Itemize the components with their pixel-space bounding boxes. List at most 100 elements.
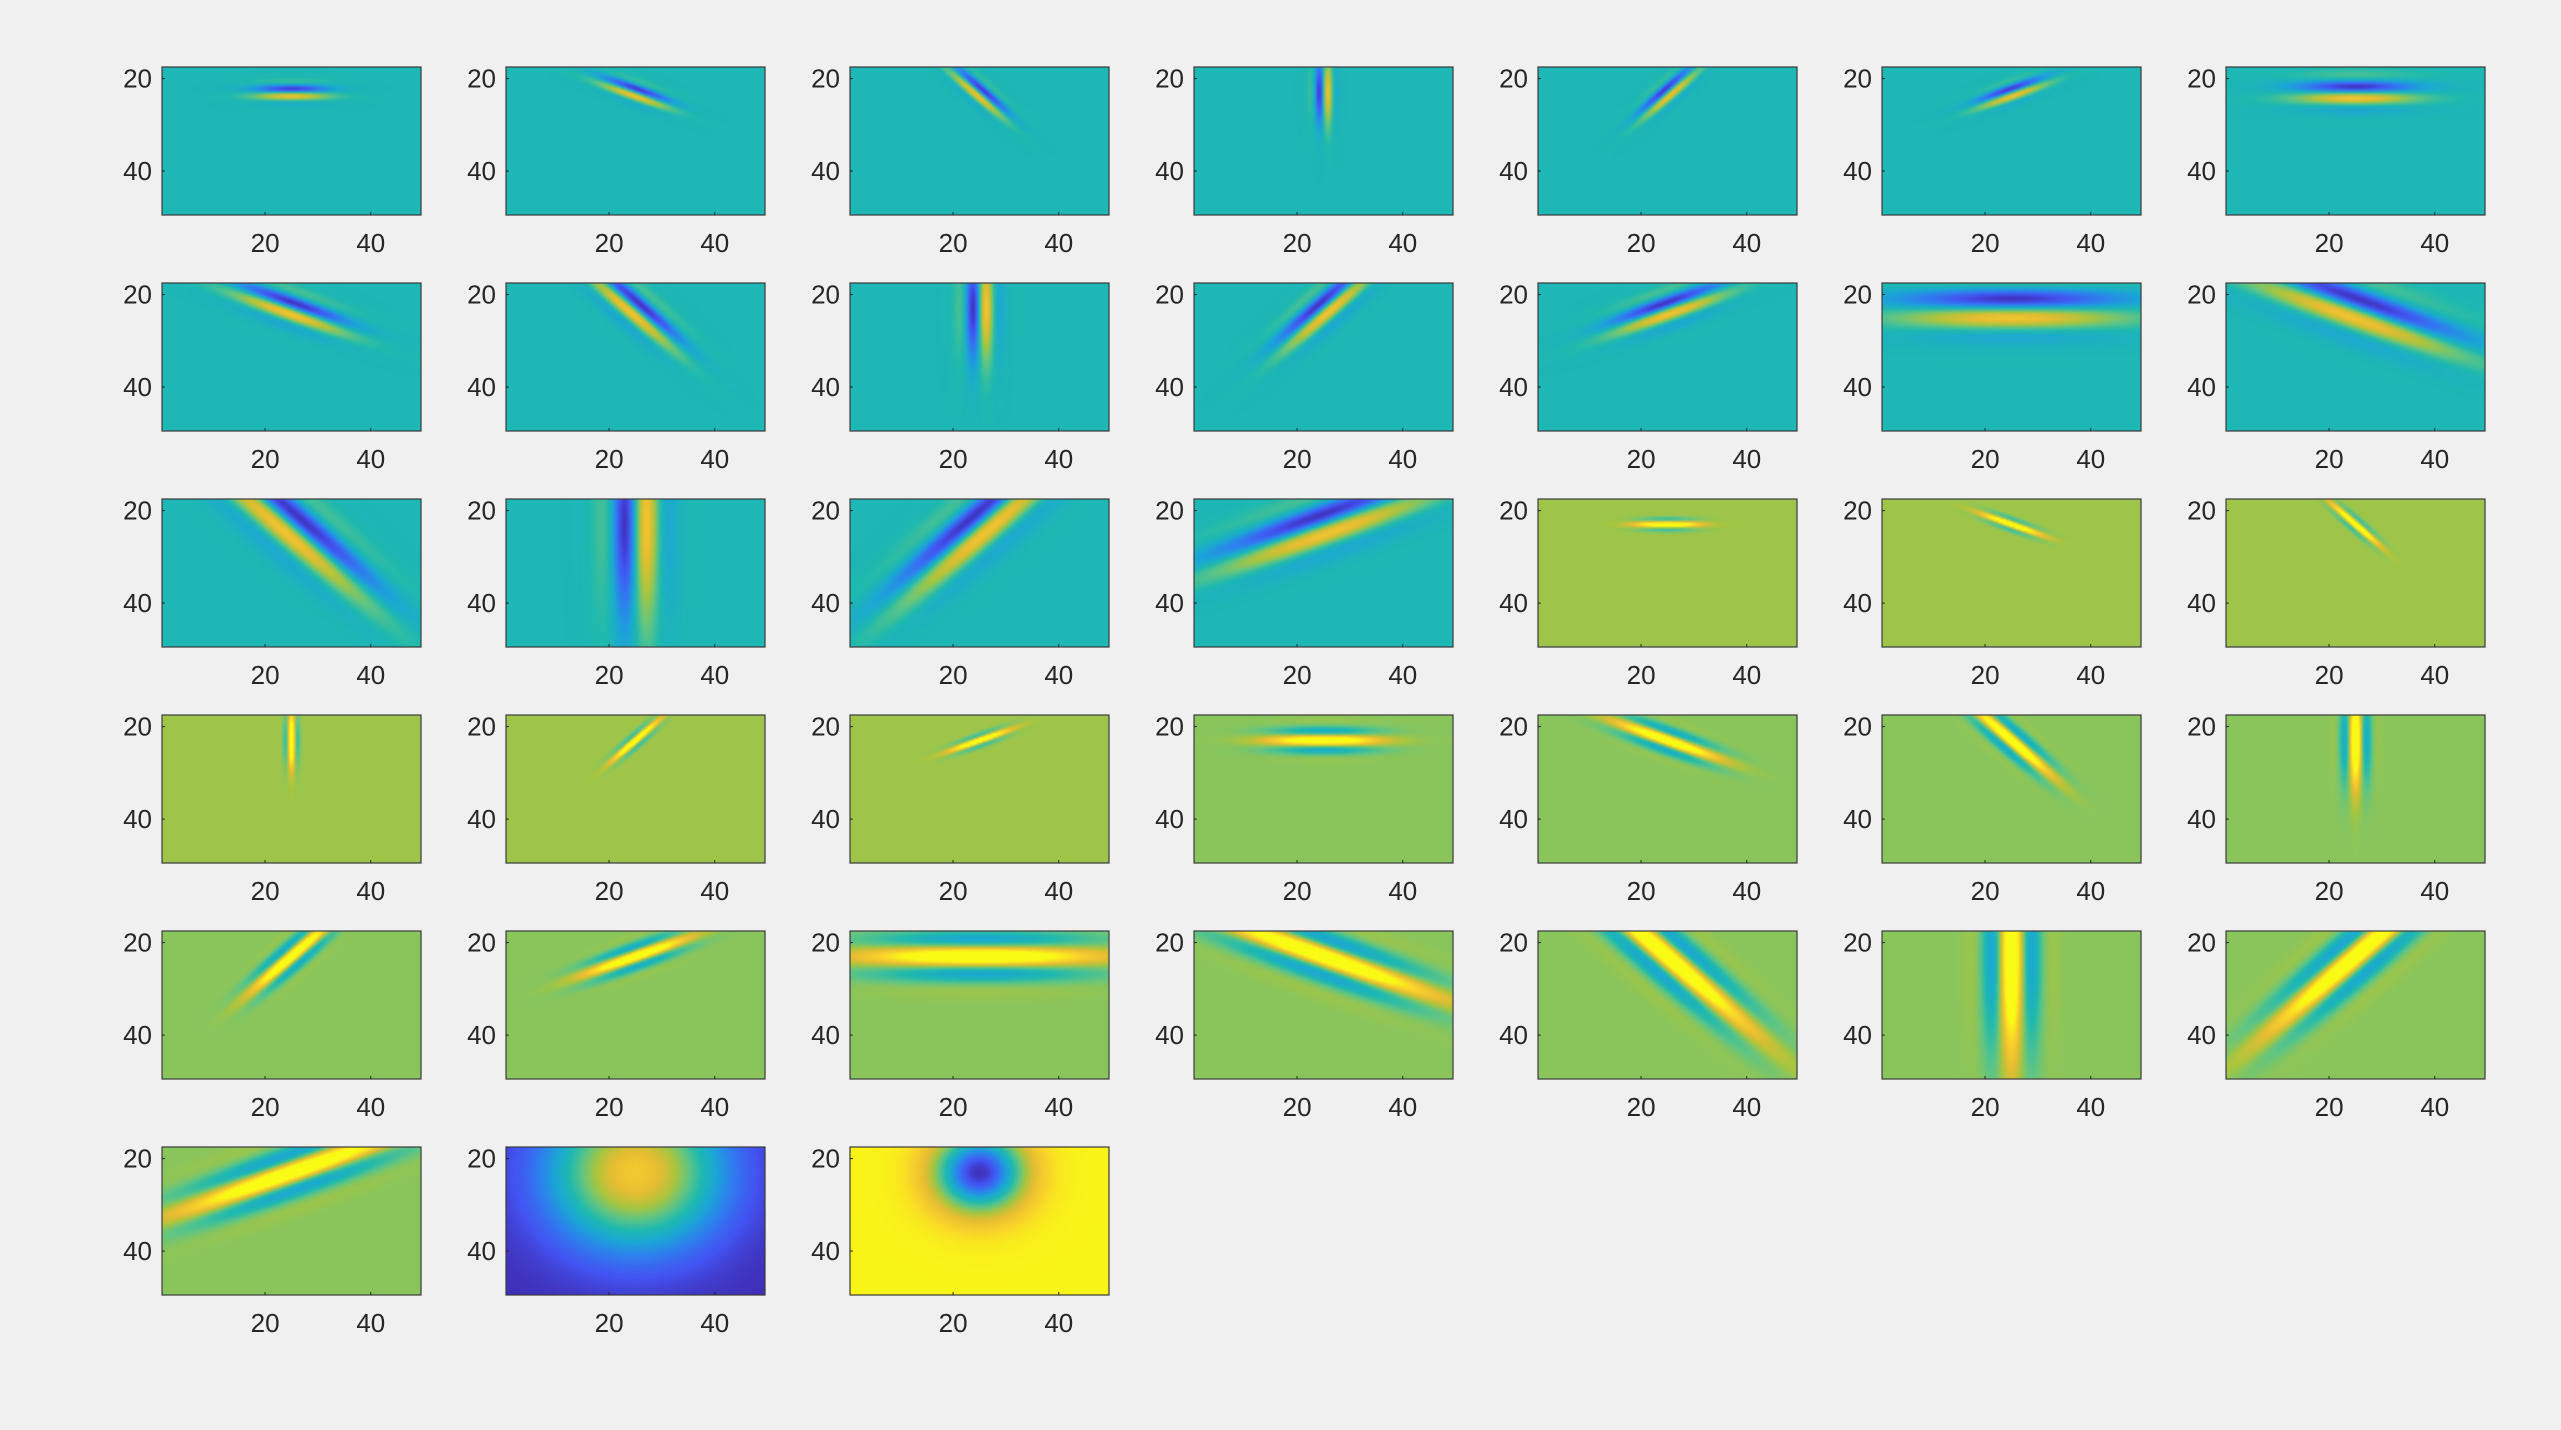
y-tick-label: 40 [811, 804, 840, 834]
heatmap-image [1194, 283, 1453, 431]
x-tick-label: 20 [1627, 228, 1656, 258]
x-tick-label: 40 [356, 1308, 385, 1338]
x-tick-label: 40 [1732, 660, 1761, 690]
x-tick-label: 20 [251, 1092, 280, 1122]
x-tick-label: 20 [939, 660, 968, 690]
y-tick-label: 20 [1499, 712, 1528, 742]
heatmap-image [1194, 931, 1453, 1079]
x-tick-label: 20 [251, 876, 280, 906]
axes-border [2225, 282, 2486, 432]
axes-border [1881, 930, 2142, 1080]
x-tick-label: 20 [1627, 444, 1656, 474]
x-tick-label: 20 [1971, 876, 2000, 906]
x-tick-label: 40 [1388, 228, 1417, 258]
subplot-14: 20 40 20 40 [2187, 280, 2486, 474]
y-tick-label: 40 [2187, 372, 2216, 402]
x-tick-label: 20 [2315, 876, 2344, 906]
y-tick-label: 20 [1843, 928, 1872, 958]
y-tick-label: 40 [811, 588, 840, 618]
x-tick-label: 40 [1732, 1092, 1761, 1122]
x-tick-label: 20 [939, 876, 968, 906]
axes-border [1881, 498, 2142, 648]
x-tick-label: 40 [700, 1092, 729, 1122]
y-tick-label: 40 [1155, 1020, 1184, 1050]
y-tick-label: 40 [811, 372, 840, 402]
x-tick-label: 20 [1283, 444, 1312, 474]
x-tick-label: 40 [1732, 876, 1761, 906]
heatmap-image [2226, 499, 2485, 647]
subplot-18: 20 40 20 40 [1155, 496, 1454, 690]
x-tick-label: 40 [1044, 228, 1073, 258]
subplot-10: 20 40 20 40 [811, 280, 1110, 474]
y-tick-label: 40 [1155, 588, 1184, 618]
axes-border [1193, 930, 1454, 1080]
y-tick-label: 40 [1843, 1020, 1872, 1050]
heatmap-image [1194, 67, 1453, 215]
y-tick-label: 20 [1843, 712, 1872, 742]
subplot-15: 20 40 20 40 [123, 496, 422, 690]
heatmap-image [162, 499, 421, 647]
x-tick-label: 20 [595, 1308, 624, 1338]
axes-border [1193, 66, 1454, 216]
subplot-9: 20 40 20 40 [467, 280, 766, 474]
heatmap-image [1538, 283, 1797, 431]
x-tick-label: 20 [595, 444, 624, 474]
y-tick-label: 20 [467, 712, 496, 742]
y-tick-label: 40 [811, 1020, 840, 1050]
subplot-26: 20 40 20 40 [1499, 712, 1798, 906]
y-tick-label: 40 [1499, 1020, 1528, 1050]
x-tick-label: 40 [356, 228, 385, 258]
y-tick-label: 40 [811, 1236, 840, 1266]
x-tick-label: 40 [356, 660, 385, 690]
x-tick-label: 40 [2076, 876, 2105, 906]
subplot-30: 20 40 20 40 [467, 928, 766, 1122]
heatmap-image [162, 67, 421, 215]
subplot-4: 20 40 20 40 [1155, 64, 1454, 258]
subplot-36: 20 40 20 40 [123, 1144, 422, 1338]
y-tick-label: 40 [123, 156, 152, 186]
heatmap-image [1882, 715, 2141, 863]
x-tick-label: 20 [595, 876, 624, 906]
x-tick-label: 20 [595, 1092, 624, 1122]
subplot-35: 20 40 20 40 [2187, 928, 2486, 1122]
heatmap-image [1882, 499, 2141, 647]
subplot-12: 20 40 20 40 [1499, 280, 1798, 474]
subplot-21: 20 40 20 40 [2187, 496, 2486, 690]
heatmap-image [1194, 499, 1453, 647]
y-tick-label: 40 [123, 1020, 152, 1050]
y-tick-label: 40 [1499, 804, 1528, 834]
axes-border [849, 714, 1110, 864]
x-tick-label: 40 [1732, 444, 1761, 474]
axes-border [1881, 282, 2142, 432]
axes-border [1193, 714, 1454, 864]
y-tick-label: 20 [1843, 280, 1872, 310]
x-tick-label: 20 [1971, 444, 2000, 474]
x-tick-label: 40 [1044, 444, 1073, 474]
y-tick-label: 40 [1499, 156, 1528, 186]
subplot-17: 20 40 20 40 [811, 496, 1110, 690]
heatmap-image [162, 715, 421, 863]
y-tick-label: 20 [1499, 64, 1528, 94]
x-tick-label: 40 [1388, 660, 1417, 690]
x-tick-label: 40 [1732, 228, 1761, 258]
x-tick-label: 40 [700, 660, 729, 690]
axes-border [849, 282, 1110, 432]
heatmap-image [1538, 931, 1797, 1079]
y-tick-label: 40 [1843, 372, 1872, 402]
x-tick-label: 20 [1971, 228, 2000, 258]
heatmap-image [506, 499, 765, 647]
x-tick-label: 40 [2076, 1092, 2105, 1122]
x-tick-label: 20 [1283, 876, 1312, 906]
x-tick-label: 20 [1283, 228, 1312, 258]
x-tick-label: 40 [2420, 228, 2449, 258]
axes-border [1537, 498, 1798, 648]
subplot-25: 20 40 20 40 [1155, 712, 1454, 906]
y-tick-label: 20 [467, 1144, 496, 1174]
x-tick-label: 20 [1971, 1092, 2000, 1122]
y-tick-label: 40 [1843, 588, 1872, 618]
axes-border [849, 1146, 1110, 1296]
subplot-1: 20 40 20 40 [123, 64, 422, 258]
axes-border [505, 714, 766, 864]
axes-border [505, 498, 766, 648]
